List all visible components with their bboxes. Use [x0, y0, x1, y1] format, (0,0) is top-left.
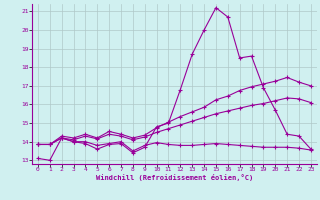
X-axis label: Windchill (Refroidissement éolien,°C): Windchill (Refroidissement éolien,°C)	[96, 174, 253, 181]
